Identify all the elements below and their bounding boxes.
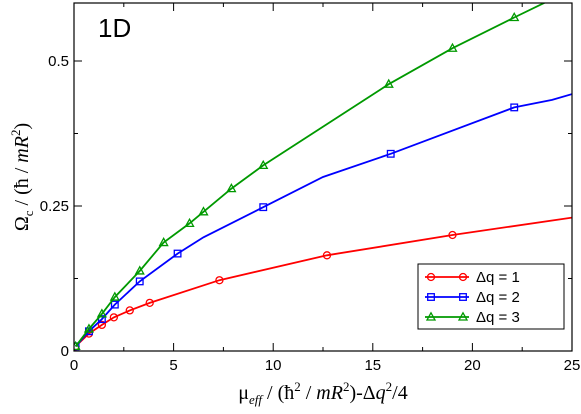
series-2 [74, 93, 572, 351]
legend-marker [457, 311, 469, 321]
series-line [74, 216, 572, 348]
x-tick-label: 0 [70, 357, 78, 374]
x-tick-label: 20 [464, 357, 481, 374]
data-point [184, 217, 195, 228]
y-tick-label: 0.25 [40, 198, 69, 215]
legend-label: Δq = 3 [476, 309, 520, 326]
legend-marker [458, 272, 468, 282]
legend-item: Δq = 2 [425, 289, 520, 306]
x-axis-label: μeff / (ħ2 / mR2)-Δq2/4 [238, 379, 407, 407]
data-point [74, 340, 81, 351]
legend-label: Δq = 1 [476, 269, 520, 286]
data-point [134, 265, 145, 275]
data-point [135, 277, 144, 286]
series-3 [74, 3, 547, 351]
data-point [97, 320, 107, 330]
data-point [173, 249, 182, 258]
data-point [96, 308, 107, 318]
data-point [215, 276, 224, 285]
data-point [226, 183, 237, 193]
legend-marker [426, 272, 436, 282]
data-point [259, 203, 268, 212]
data-point [447, 42, 458, 52]
data-point [145, 298, 154, 308]
data-point [109, 291, 120, 301]
data-point [448, 230, 457, 240]
ticks-layer: 0 5 10 15 20 25 0 0.25 0.5 [40, 3, 581, 374]
data-point [109, 313, 118, 322]
legend: Δq = 1 Δq = 2 Δq = 3 [417, 263, 565, 330]
data-point [509, 11, 520, 22]
x-tick-label: 10 [265, 357, 282, 374]
data-point [386, 149, 395, 158]
series-layer [74, 3, 572, 351]
series-line [74, 93, 572, 347]
data-point [383, 78, 394, 88]
data-point [258, 159, 269, 170]
legend-item: Δq = 3 [425, 309, 520, 326]
data-point [125, 306, 134, 315]
data-point [198, 206, 209, 216]
panel-label: 1D [98, 13, 131, 43]
series-1 [74, 216, 572, 351]
y-axis-label: Ωc / (ħ / mR2) [8, 123, 36, 231]
x-tick-label: 15 [364, 357, 381, 374]
data-point [110, 300, 119, 309]
legend-marker [427, 293, 435, 301]
x-tick-label: 5 [169, 357, 177, 374]
data-point [322, 251, 332, 260]
data-point [83, 323, 95, 333]
series-line [74, 3, 547, 347]
svg-text:μeff / (ħ2 / mR2)-Δq2/4: μeff / (ħ2 / mR2)-Δq2/4 [238, 379, 407, 407]
y-tick-label: 0 [61, 343, 69, 360]
legend-marker [459, 293, 467, 301]
svg-text:Ωc / (ħ / mR2): Ωc / (ħ / mR2) [8, 123, 36, 231]
y-tick-label: 0.5 [48, 53, 69, 70]
data-point [510, 103, 519, 112]
data-point [158, 237, 169, 247]
x-tick-label: 25 [564, 357, 581, 374]
legend-label: Δq = 2 [476, 289, 520, 306]
legend-item: Δq = 1 [425, 269, 520, 286]
legend-marker [425, 311, 437, 321]
